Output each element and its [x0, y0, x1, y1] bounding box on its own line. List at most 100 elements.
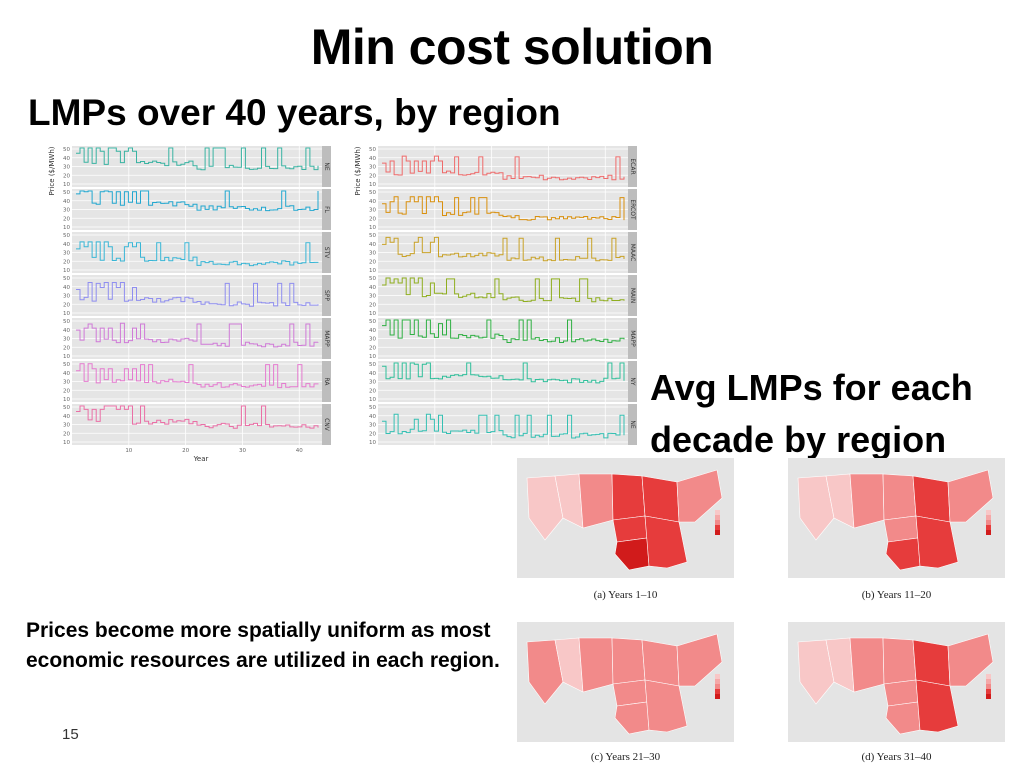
map-region — [797, 639, 835, 705]
y-tick-label: 10 — [369, 354, 376, 360]
facet-strip-label-ne: NE — [323, 162, 330, 170]
y-tick-label: 30 — [369, 251, 376, 257]
y-tick-label: 10 — [63, 182, 70, 188]
y-tick-label: 50 — [63, 190, 70, 196]
map-caption-a: (a) Years 1–10 — [593, 589, 658, 601]
map-years-21-30 — [517, 622, 734, 742]
map-region — [676, 469, 723, 523]
y-tick-label: 10 — [369, 397, 376, 403]
y-tick-label: 10 — [369, 225, 376, 231]
map-caption-c: (c) Years 21–30 — [590, 751, 661, 763]
y-tick-label: 30 — [369, 423, 376, 429]
page-number: 15 — [62, 726, 79, 743]
map-region — [915, 515, 959, 569]
map-caption-b: (b) Years 11–20 — [861, 589, 932, 601]
facet-strip-label-mapp: MAPP — [629, 330, 636, 347]
facet-strip-label-mapp: MAPP — [323, 330, 330, 347]
price-series-stv — [76, 241, 319, 267]
facet-strip-label-ny: NY — [629, 377, 636, 385]
facet-panel-fl: 50 40 30 20 10 FL — [63, 189, 331, 231]
y-tick-label: 50 — [369, 362, 376, 368]
y-tick-label: 30 — [63, 423, 70, 429]
facet-panel-ne: 50 40 30 20 10 NE — [369, 404, 637, 446]
y-tick-label: 30 — [369, 294, 376, 300]
y-axis-title: Price ($/MWh) — [354, 146, 362, 195]
map-years-31-40 — [788, 622, 1005, 742]
map-years-11-20 — [788, 458, 1005, 578]
facet-panel-cnv: 50 40 30 20 10 CNV — [63, 404, 331, 446]
facet-strip-label-maac: MAAC — [629, 244, 636, 262]
y-tick-label: 20 — [63, 388, 70, 394]
price-series-fl — [76, 190, 319, 212]
y-tick-label: 10 — [63, 311, 70, 317]
map-region — [578, 637, 614, 693]
facet-strip-label-cnv: CNV — [323, 418, 330, 432]
y-tick-label: 50 — [369, 319, 376, 325]
price-series-ercot — [382, 196, 625, 221]
map-legend — [715, 510, 720, 535]
y-tick-label: 50 — [369, 276, 376, 282]
y-tick-label: 40 — [63, 371, 70, 377]
us-lmp-map — [797, 469, 994, 571]
map-region — [885, 701, 921, 735]
map-region — [611, 473, 646, 521]
map-region — [644, 515, 688, 569]
y-tick-label: 10 — [369, 440, 376, 446]
us-lmp-map — [797, 633, 994, 735]
y-tick-label: 20 — [63, 216, 70, 222]
price-series-spp — [76, 282, 319, 307]
y-tick-label: 40 — [63, 414, 70, 420]
y-tick-label: 40 — [63, 199, 70, 205]
facet-strip-label-stv: STV — [323, 247, 330, 259]
y-tick-label: 20 — [369, 173, 376, 179]
map-region — [947, 469, 994, 523]
y-tick-label: 50 — [63, 233, 70, 239]
y-tick-label: 30 — [63, 294, 70, 300]
map-caption-d: (d) Years 31–40 — [861, 751, 932, 763]
price-series-maac — [382, 236, 625, 262]
y-tick-label: 20 — [369, 259, 376, 265]
left-lmp-chart-svg: 50 40 30 20 10 NE 50 40 30 20 10 FL 50 40 30 20 10 STV 50 4… — [48, 146, 331, 463]
facet-panel-mapp: 50 40 30 20 10 MAPP — [369, 318, 637, 360]
map-region — [882, 637, 917, 685]
y-tick-label: 50 — [63, 405, 70, 411]
y-tick-label: 40 — [63, 156, 70, 162]
y-tick-label: 50 — [369, 405, 376, 411]
y-tick-label: 40 — [369, 242, 376, 248]
y-tick-label: 40 — [63, 242, 70, 248]
facet-panel-ny: 50 40 30 20 10 NY — [369, 361, 637, 403]
y-tick-label: 30 — [369, 380, 376, 386]
map-region — [849, 637, 885, 693]
price-series-cnv — [76, 405, 319, 429]
y-tick-label: 30 — [369, 337, 376, 343]
facet-panel-maac: 50 40 30 20 10 MAAC — [369, 232, 637, 274]
y-tick-label: 30 — [63, 251, 70, 257]
y-tick-label: 20 — [369, 388, 376, 394]
y-tick-label: 30 — [369, 165, 376, 171]
price-series-ne — [382, 413, 625, 439]
facet-panel-ne: 50 40 30 20 10 NE — [63, 146, 331, 188]
map-region — [797, 475, 835, 541]
us-lmp-map — [526, 633, 723, 735]
y-tick-label: 50 — [369, 147, 376, 153]
map-region — [885, 537, 921, 571]
y-tick-label: 50 — [63, 147, 70, 153]
y-tick-label: 20 — [369, 431, 376, 437]
y-tick-label: 50 — [369, 233, 376, 239]
y-tick-label: 30 — [63, 380, 70, 386]
y-tick-label: 40 — [369, 285, 376, 291]
map-region — [526, 475, 564, 541]
y-tick-label: 20 — [63, 173, 70, 179]
y-tick-label: 20 — [63, 302, 70, 308]
map-region — [947, 633, 994, 687]
y-tick-label: 30 — [63, 337, 70, 343]
y-tick-label: 20 — [369, 216, 376, 222]
avg-lmp-heading: Avg LMPs for each decade by region — [650, 367, 973, 460]
y-tick-label: 30 — [63, 165, 70, 171]
y-tick-label: 40 — [63, 285, 70, 291]
map-legend — [986, 510, 991, 535]
y-tick-label: 20 — [63, 259, 70, 265]
right-lmp-chart-svg: 50 40 30 20 10 ECAR 50 40 30 20 10 ERCOT 50 40 30 20 10 M… — [354, 146, 637, 446]
map-region — [641, 639, 680, 687]
slide-subtitle: LMPs over 40 years, by region — [28, 92, 561, 133]
